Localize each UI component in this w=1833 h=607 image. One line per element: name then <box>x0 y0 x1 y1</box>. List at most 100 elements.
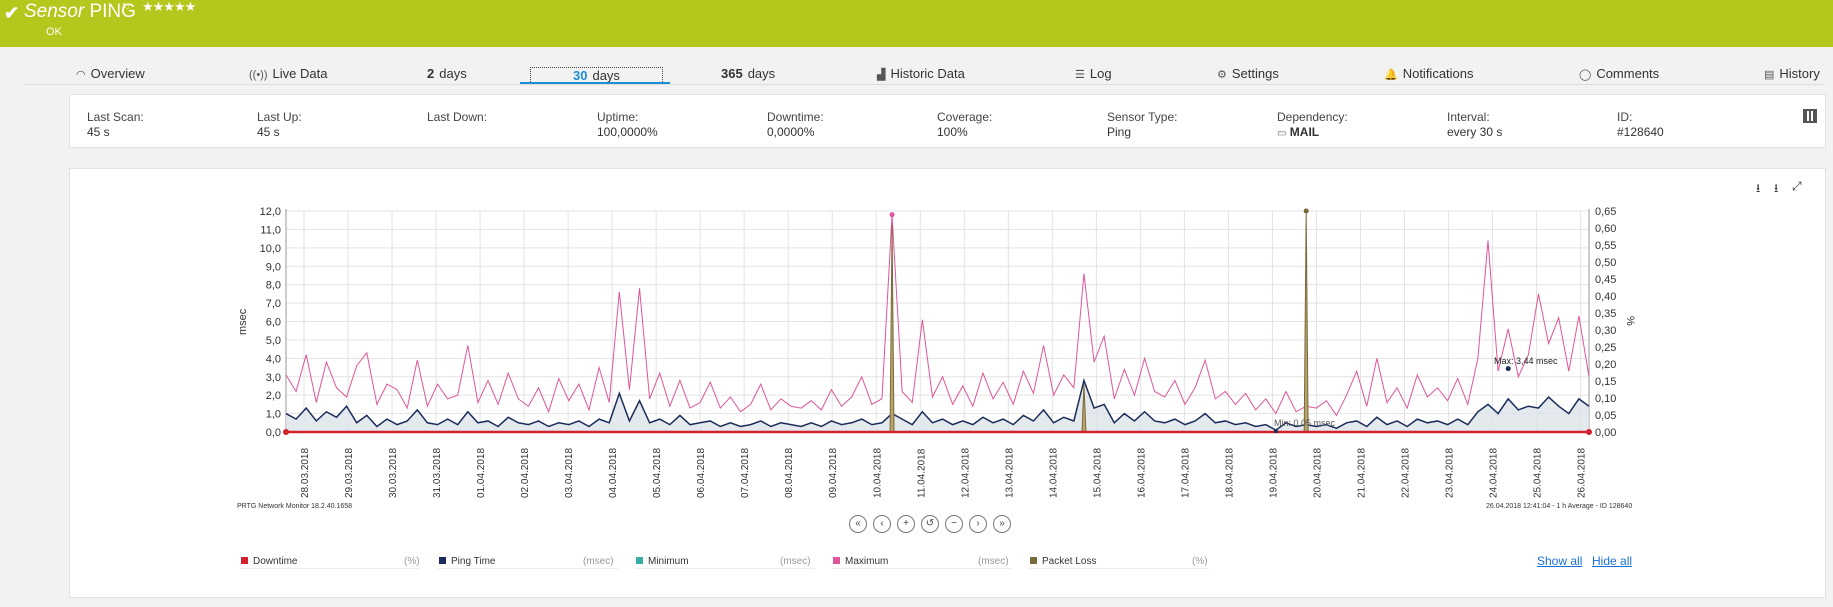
y-tick-label: 2,0 <box>266 390 281 402</box>
tab-settings[interactable]: ⚙ Settings <box>1217 66 1279 81</box>
legend-ping-time[interactable]: Ping Time <box>438 556 495 567</box>
x-tick-label: 19.04.2018 <box>1268 448 1279 498</box>
y-tick-label: 0,0 <box>266 427 281 439</box>
comment-icon: ◯ <box>1579 69 1592 81</box>
packet-loss-spike <box>1303 210 1309 433</box>
x-tick-label: 30.03.2018 <box>388 448 399 498</box>
sensor-title: Sensor PING <box>24 1 136 22</box>
packet-loss-spike <box>889 224 895 433</box>
gauge-icon: ◠ <box>76 69 86 81</box>
tab-365-days[interactable]: 365 days <box>721 66 776 81</box>
dependency-link[interactable]: MAIL <box>1289 125 1320 139</box>
x-tick-label: 12.04.2018 <box>960 448 971 498</box>
x-tick-label: 16.04.2018 <box>1136 448 1147 498</box>
x-tick-label: 10.04.2018 <box>872 448 883 498</box>
x-tick-label: 11.04.2018 <box>916 448 927 498</box>
expand-icon[interactable]: ⤢ <box>1792 179 1802 193</box>
legend-downtime[interactable]: Downtime <box>240 556 297 567</box>
zoom-in-icon[interactable]: + <box>897 515 915 533</box>
x-tick-label: 03.04.2018 <box>564 448 575 498</box>
nav-first-icon[interactable]: « <box>849 515 867 533</box>
y-tick-label: 12,0 <box>260 206 281 218</box>
y-tick-label: 4,0 <box>266 353 281 365</box>
y2-tick-label: 0,25 <box>1595 342 1616 354</box>
x-tick-label: 05.04.2018 <box>652 448 663 498</box>
y2-tick-label: 0,10 <box>1595 393 1616 405</box>
device-icon: ▭ <box>1277 128 1287 139</box>
x-tick-label: 20.04.2018 <box>1312 448 1323 498</box>
tab-notifications[interactable]: 🔔 Notifications <box>1384 66 1474 81</box>
y2-tick-label: 0,35 <box>1595 308 1616 320</box>
tab-history[interactable]: ▤ History <box>1764 66 1820 81</box>
tab-historic-data[interactable]: ▟ Historic Data <box>877 66 965 81</box>
downtime-point <box>1586 429 1592 435</box>
zoom-out-icon[interactable]: − <box>945 515 963 533</box>
x-tick-label: 28.03.2018 <box>300 448 311 498</box>
reset-zoom-icon[interactable]: ↺ <box>921 515 939 533</box>
x-tick-label: 01.04.2018 <box>476 448 487 498</box>
sensor-info-bar: Last Scan: 45 s Last Up: 45 s Last Down: U… <box>69 94 1826 148</box>
y-tick-label: 6,0 <box>266 317 281 329</box>
x-tick-label: 26.04.2018 <box>1577 448 1588 498</box>
list-icon: ☰ <box>1075 69 1085 81</box>
x-tick-label: 17.04.2018 <box>1180 448 1191 498</box>
y2-tick-label: 0,60 <box>1595 223 1616 235</box>
footer-right: 26.04.2018 12:41:04 - 1 h Average - ID 1… <box>1486 503 1633 510</box>
tab-2-days[interactable]: 2 days <box>427 66 467 81</box>
y2-tick-label: 0,20 <box>1595 359 1616 371</box>
nav-next-icon[interactable]: › <box>969 515 987 533</box>
y-tick-label: 3,0 <box>266 372 281 384</box>
info-interval: Interval: every 30 s <box>1447 110 1503 139</box>
legend-maximum[interactable]: Maximum <box>832 556 888 567</box>
legend-minimum[interactable]: Minimum <box>635 556 689 567</box>
y2-tick-label: 0,30 <box>1595 325 1616 337</box>
status-text: OK <box>46 26 62 38</box>
flag-icon[interactable]: ⚐ <box>121 2 131 14</box>
ping-time-area <box>286 380 1589 432</box>
y-tick-label: 8,0 <box>266 280 281 292</box>
y2-tick-label: 0,65 <box>1595 206 1616 218</box>
tab-log[interactable]: ☰ Log <box>1075 66 1112 81</box>
qr-code-icon[interactable] <box>1803 109 1817 123</box>
x-tick-label: 29.03.2018 <box>344 448 355 498</box>
checkbox-icon <box>635 556 644 565</box>
x-tick-label: 31.03.2018 <box>432 448 443 498</box>
x-tick-label: 07.04.2018 <box>740 448 751 498</box>
y2-tick-label: 0,40 <box>1595 291 1616 303</box>
show-all-link[interactable]: Show all <box>1537 554 1583 568</box>
tab-comments[interactable]: ◯ Comments <box>1579 66 1660 81</box>
info-sensor-type: Sensor Type: Ping <box>1107 110 1178 139</box>
tab-live-data[interactable]: ((•)) Live Data <box>249 66 328 81</box>
info-last-down: Last Down: <box>427 110 488 124</box>
ping-time-series <box>285 377 1590 432</box>
y2-tick-label: 0,15 <box>1595 376 1616 388</box>
y2-tick-label: 0,05 <box>1595 410 1616 422</box>
nav-prev-icon[interactable]: ‹ <box>873 515 891 533</box>
y-tick-label: 9,0 <box>266 261 281 273</box>
downtime-point <box>283 429 289 435</box>
x-tick-label: 14.04.2018 <box>1048 448 1059 498</box>
hide-all-link[interactable]: Hide all <box>1592 554 1633 568</box>
nav-last-icon[interactable]: » <box>993 515 1011 533</box>
gear-icon: ⚙ <box>1217 69 1227 81</box>
max-annotation: Max: 3,44 msec <box>1494 356 1558 366</box>
y2-axis-label: % <box>1624 316 1636 326</box>
footer-left: PRTG Network Monitor 18.2.40.1658 <box>237 503 353 510</box>
x-tick-label: 06.04.2018 <box>696 448 707 498</box>
download-icon[interactable]: ⭳ <box>1756 181 1761 195</box>
tab-bar: ◠ Overview ((•)) Live Data 2 days 30 days 36… <box>0 47 1833 89</box>
priority-stars[interactable]: ★★★★★ <box>142 0 196 14</box>
download-csv-icon[interactable]: ⭳ <box>1774 181 1779 195</box>
x-tick-label: 21.04.2018 <box>1356 448 1367 498</box>
ping-min-point <box>1273 429 1278 434</box>
x-tick-label: 09.04.2018 <box>828 448 839 498</box>
tab-overview[interactable]: ◠ Overview <box>76 66 145 81</box>
info-last-scan: Last Scan: 45 s <box>87 110 144 139</box>
legend-packet-loss[interactable]: Packet Loss <box>1029 556 1096 567</box>
y-tick-label: 1,0 <box>266 409 281 421</box>
y-axis-label: msec <box>237 308 249 335</box>
info-downtime: Downtime: 0,0000% <box>767 110 824 139</box>
y-tick-label: 10,0 <box>260 243 281 255</box>
document-icon: ▤ <box>1764 69 1775 81</box>
